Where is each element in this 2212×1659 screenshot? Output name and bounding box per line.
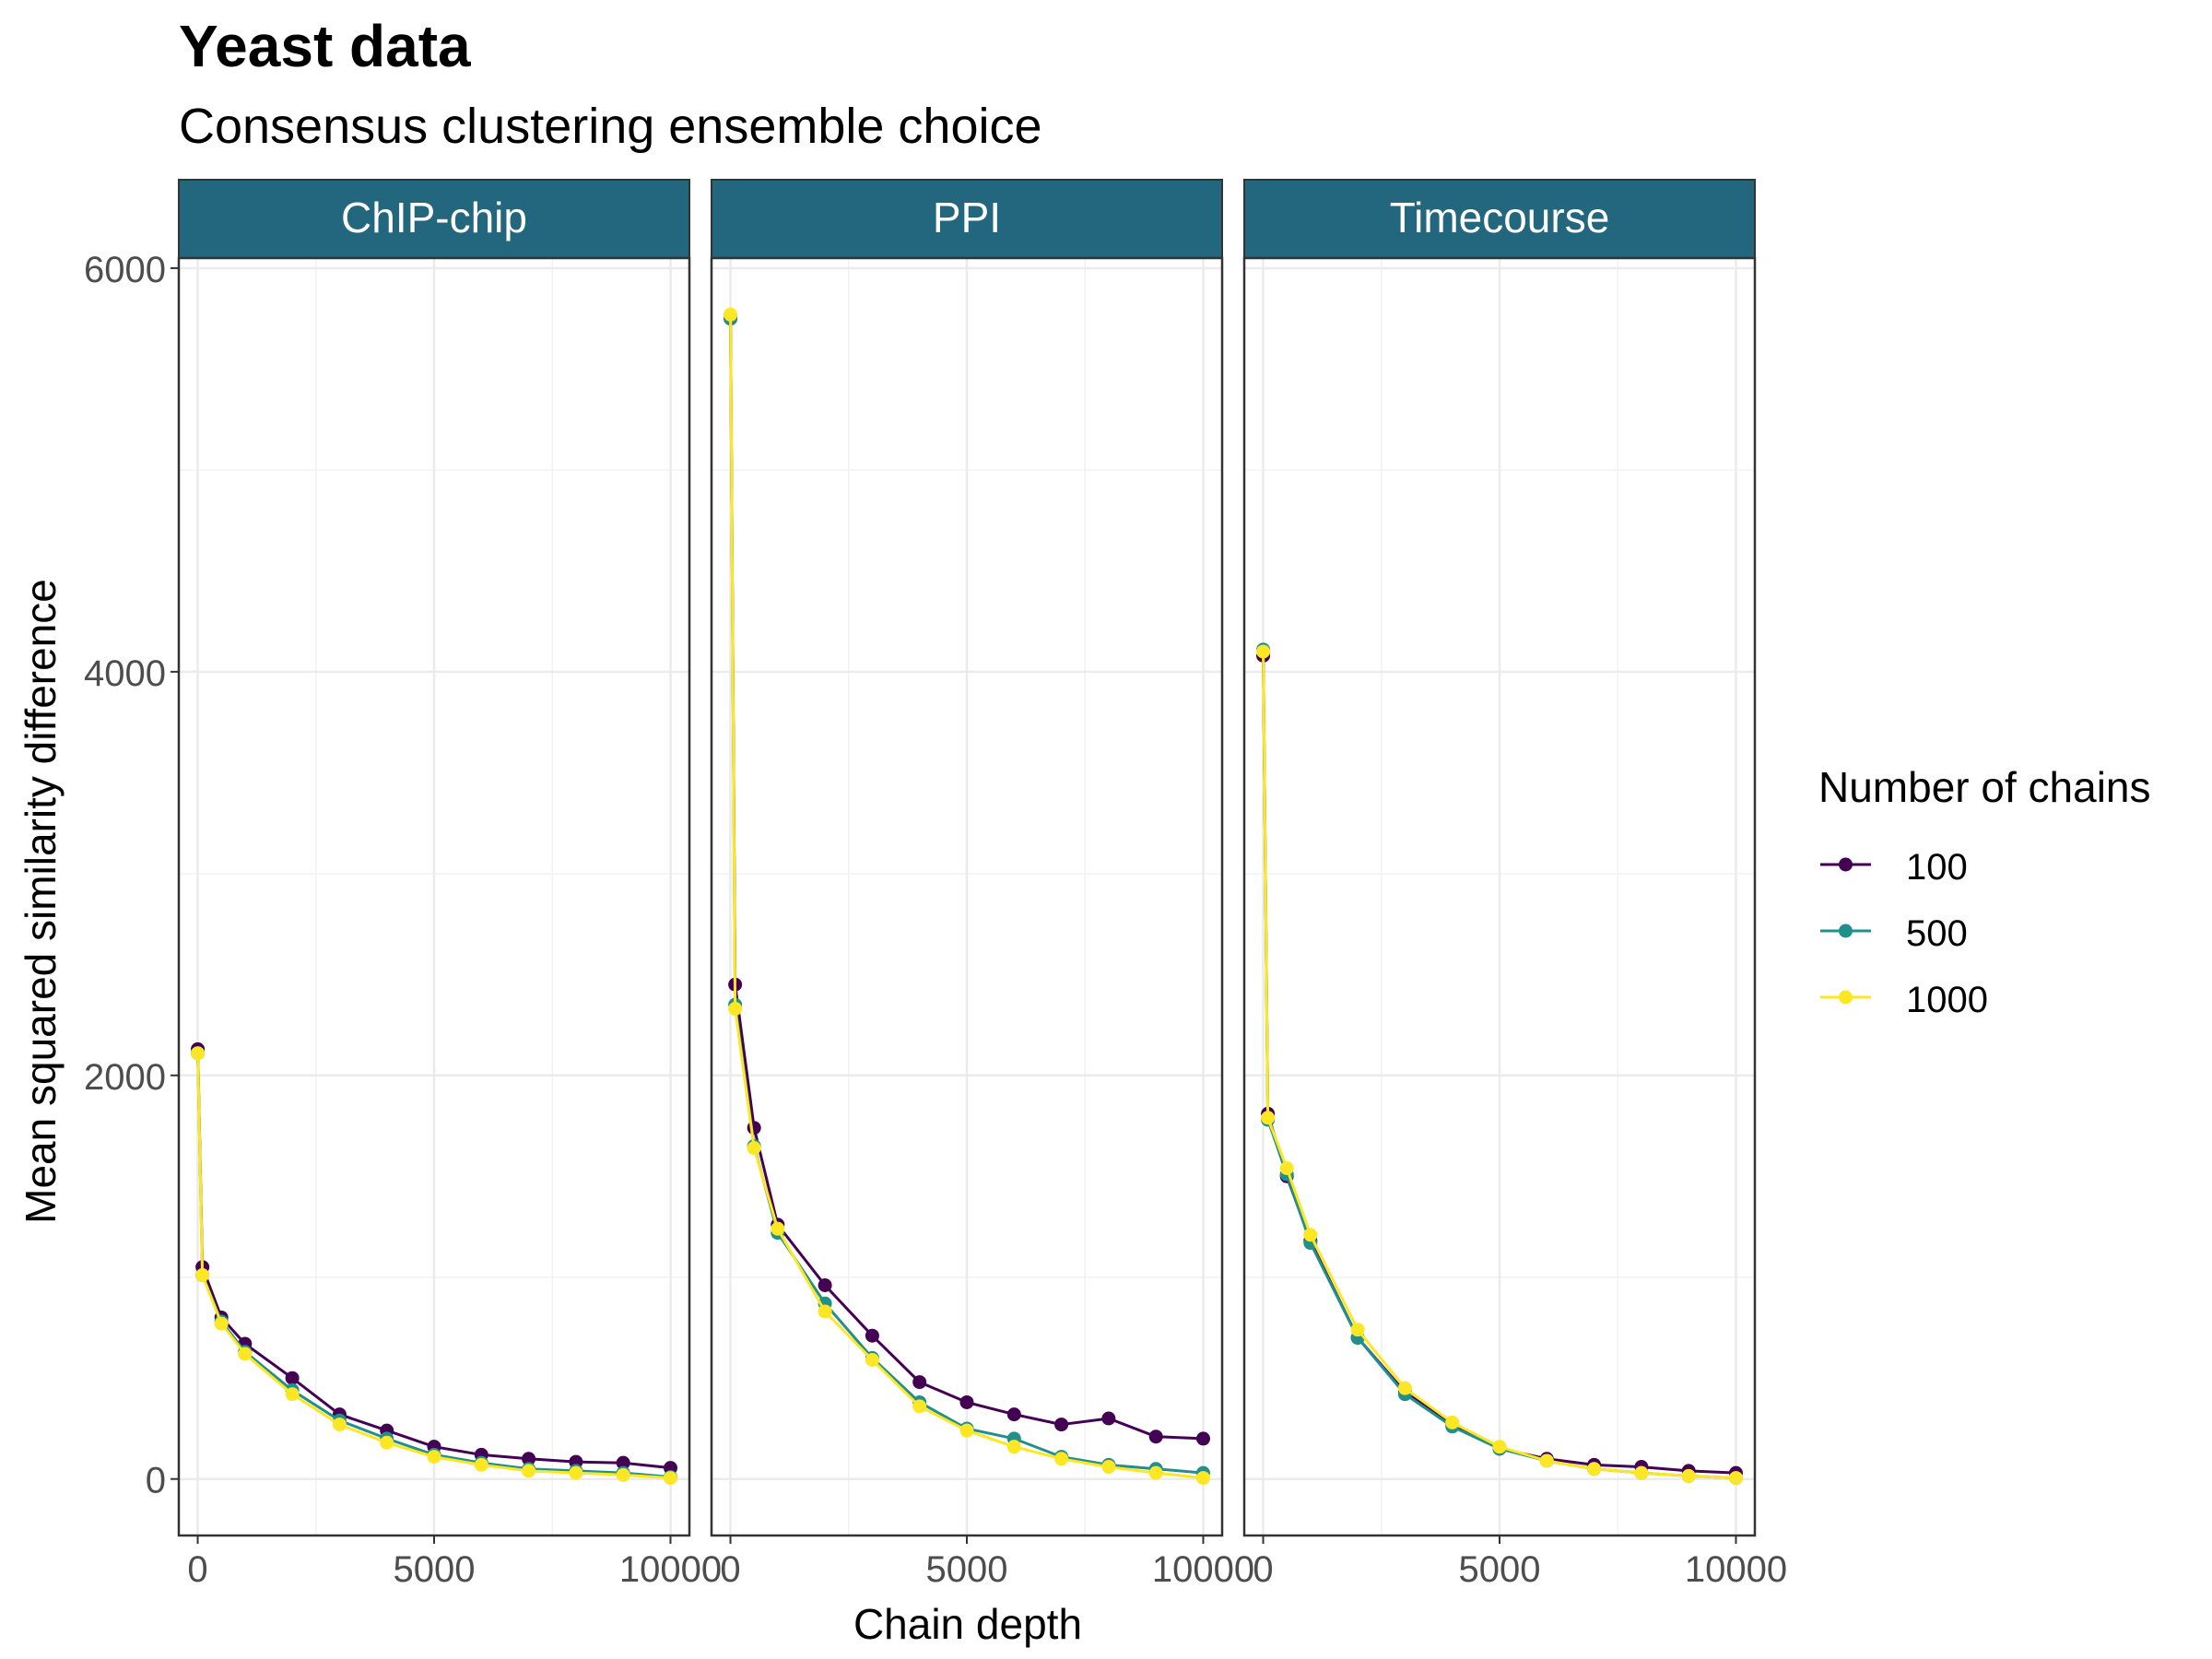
panel-ppi: PPI 0 5000 10000 — [710, 179, 1254, 1590]
legend-title: Number of chains — [1818, 763, 2151, 811]
data-point-100 — [1148, 1430, 1163, 1444]
legend-item-1000: 1000 — [1820, 980, 1988, 1020]
data-point-100 — [865, 1328, 879, 1343]
x-tick-label: 10000 — [1685, 1549, 1787, 1590]
chart-subtitle: Consensus clustering ensemble choice — [179, 99, 1042, 154]
facet-panels: 0 2000 4000 6000 ChIP-chip 0 5000 10000 PPI 0 5000… — [84, 179, 1787, 1590]
legend-key-point — [1839, 857, 1853, 872]
data-point-1000 — [1728, 1471, 1743, 1486]
data-point-1000 — [1539, 1453, 1554, 1468]
x-tick-label: 5000 — [926, 1549, 1008, 1590]
x-axis-label: Chain depth — [853, 1600, 1082, 1648]
data-point-100 — [818, 1277, 832, 1292]
x-tick-label: 5000 — [1459, 1549, 1541, 1590]
data-point-100 — [1054, 1418, 1069, 1432]
x-tick-label: 0 — [720, 1549, 740, 1590]
x-tick-label: 5000 — [394, 1549, 476, 1590]
data-point-1000 — [663, 1471, 677, 1486]
x-tick-label: 0 — [187, 1549, 207, 1590]
facet-strip — [711, 179, 1223, 259]
data-point-100 — [912, 1375, 927, 1390]
data-point-100 — [1101, 1411, 1116, 1426]
panel-timecourse: Timecourse 0 5000 10000 — [1242, 179, 1787, 1590]
data-point-1000 — [616, 1467, 630, 1482]
facet-strip-label: Timecourse — [1390, 194, 1610, 241]
facet-strip-label: PPI — [933, 194, 1001, 241]
data-point-1000 — [1492, 1440, 1507, 1454]
data-point-1000 — [380, 1435, 394, 1450]
legend-item-500: 500 — [1820, 913, 1968, 954]
data-point-1000 — [818, 1304, 832, 1319]
legend-item-100: 100 — [1820, 847, 1968, 888]
data-point-1000 — [285, 1387, 300, 1402]
data-point-1000 — [1261, 1111, 1276, 1125]
x-tick-label: 10000 — [1152, 1549, 1254, 1590]
data-point-1000 — [195, 1268, 210, 1283]
data-point-1000 — [865, 1353, 879, 1368]
data-point-1000 — [1279, 1160, 1294, 1175]
data-point-1000 — [771, 1221, 785, 1236]
data-point-1000 — [332, 1418, 347, 1432]
data-point-100 — [1006, 1407, 1021, 1422]
data-point-1000 — [959, 1423, 974, 1438]
facet-strip-label: ChIP-chip — [341, 194, 527, 241]
data-point-1000 — [1350, 1323, 1365, 1337]
data-point-1000 — [747, 1141, 761, 1156]
data-point-1000 — [522, 1464, 536, 1478]
chart-title: Yeast data — [179, 13, 471, 79]
data-point-1000 — [1445, 1415, 1460, 1430]
data-point-1000 — [1634, 1465, 1649, 1480]
y-tick-label: 0 — [146, 1461, 166, 1501]
data-point-1000 — [1054, 1452, 1069, 1466]
legend-label: 1000 — [1906, 980, 1988, 1020]
data-point-1000 — [912, 1399, 927, 1414]
legend-key-point — [1839, 924, 1853, 938]
panel-chip-chip: ChIP-chip 0 5000 10000 — [177, 179, 722, 1590]
data-point-100 — [285, 1371, 300, 1385]
data-point-1000 — [1256, 644, 1271, 659]
data-point-1000 — [1195, 1471, 1210, 1486]
facet-strip — [178, 179, 690, 259]
x-tick-label: 10000 — [619, 1549, 722, 1590]
data-point-1000 — [474, 1457, 488, 1472]
legend-label: 500 — [1906, 913, 1968, 954]
data-point-1000 — [1397, 1381, 1412, 1395]
data-point-100 — [522, 1452, 536, 1466]
legend-key-point — [1839, 990, 1853, 1005]
y-tick-label: 6000 — [84, 250, 166, 290]
data-point-1000 — [1681, 1468, 1696, 1483]
data-point-1000 — [1101, 1460, 1116, 1475]
data-point-1000 — [724, 307, 738, 322]
data-point-1000 — [214, 1316, 229, 1331]
data-point-1000 — [1587, 1462, 1602, 1477]
y-axis-label: Mean squared similarity difference — [17, 579, 65, 1224]
data-point-1000 — [569, 1465, 583, 1480]
data-point-1000 — [1303, 1228, 1318, 1242]
legend-label: 100 — [1906, 847, 1968, 888]
data-point-1000 — [1148, 1465, 1163, 1480]
data-point-100 — [747, 1121, 761, 1135]
data-point-1000 — [191, 1046, 206, 1061]
data-point-100 — [1195, 1431, 1210, 1446]
data-point-1000 — [238, 1347, 253, 1361]
legend: Number of chains 100 500 1000 — [1818, 763, 2151, 1020]
data-point-1000 — [1006, 1440, 1021, 1454]
data-point-1000 — [728, 1002, 743, 1017]
y-tick-label: 4000 — [84, 653, 166, 694]
y-tick-label: 2000 — [84, 1057, 166, 1098]
x-tick-label: 0 — [1253, 1549, 1273, 1590]
data-point-1000 — [427, 1450, 441, 1465]
data-point-100 — [616, 1455, 630, 1470]
data-point-100 — [959, 1394, 974, 1409]
